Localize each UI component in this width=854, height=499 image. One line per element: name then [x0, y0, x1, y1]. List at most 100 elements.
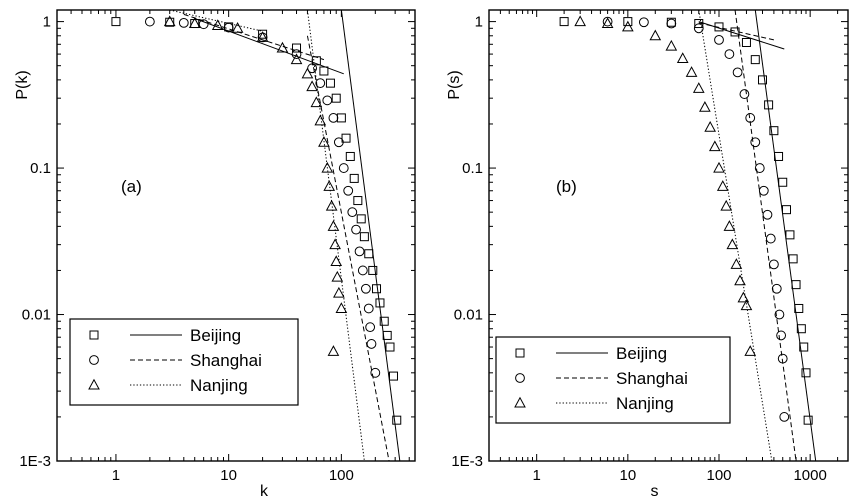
plot-data [111, 10, 402, 461]
y-tick-label: 0.1 [30, 160, 51, 177]
panel-a: 1 10 100 1E-3 0.01 0.1 1 k P(k) (a) Beijing Shangha… [14, 9, 416, 499]
data-point-beijing [368, 265, 378, 275]
data-point-beijing [774, 151, 784, 161]
data-point-shanghai [754, 163, 765, 173]
data-point-shanghai [315, 78, 326, 89]
data-point-nanjing [333, 286, 345, 298]
x-tick-label: 100 [329, 467, 354, 484]
panel-b: 1 10 100 1000 1E-3 0.01 0.1 1 s P(s) (b) Beijing Sha… [446, 9, 849, 499]
data-point-nanjing [649, 29, 662, 41]
data-point-beijing [623, 17, 633, 27]
data-point-shanghai [291, 49, 302, 59]
data-point-shanghai [328, 113, 339, 123]
data-point-beijing [372, 284, 382, 294]
data-point-nanjing [188, 17, 201, 29]
data-point-shanghai [666, 18, 677, 29]
y-tick-label: 1E-3 [19, 453, 51, 470]
data-point-beijing [385, 342, 395, 352]
data-point-nanjing [665, 39, 678, 51]
y-tick-label: 0.01 [454, 307, 483, 324]
legend-label-nanjing: Nanjing [190, 376, 248, 395]
data-point-beijing [379, 316, 389, 326]
y-tick-label: 0.1 [462, 160, 483, 177]
data-point-nanjing [744, 345, 757, 356]
data-point-shanghai [360, 283, 371, 294]
data-point-nanjing [231, 22, 244, 33]
data-point-beijing [382, 330, 392, 340]
x-tick-label: 1 [532, 467, 540, 484]
data-point-shanghai [178, 17, 189, 28]
x-tick-label: 10 [619, 467, 636, 484]
data-point-nanjing [335, 302, 348, 313]
x-tick-label: 10 [220, 467, 237, 484]
y-tick-label: 1 [43, 14, 51, 31]
data-point-nanjing [327, 345, 340, 356]
data-point-nanjing [730, 258, 743, 269]
data-point-nanjing [327, 220, 340, 231]
legend-label-shanghai: Shanghai [190, 351, 262, 370]
fit-line-beijing [340, 10, 401, 461]
data-point-shanghai [762, 209, 773, 220]
data-point-nanjing [314, 114, 327, 126]
data-point-beijing [788, 254, 798, 264]
legend-marker-shanghai [89, 355, 99, 365]
data-point-beijing [353, 196, 363, 206]
data-point-shanghai [724, 49, 735, 59]
data-point-beijing [750, 55, 760, 65]
plot-data [559, 10, 817, 461]
data-point-beijing [364, 249, 374, 259]
data-point-shanghai [745, 113, 756, 123]
data-point-nanjing [692, 82, 705, 93]
data-point-nanjing [276, 41, 289, 53]
data-point-shanghai [333, 137, 344, 148]
data-point-shanghai [768, 259, 779, 270]
data-point-shanghai [774, 309, 785, 320]
legend-label-nanjing: Nanjing [616, 394, 674, 413]
legend-marker-shanghai [515, 373, 525, 383]
data-point-nanjing [163, 15, 176, 27]
y-axis-label: P(k) [14, 70, 31, 99]
data-point-beijing [392, 415, 402, 425]
fit-line-shanghai [306, 35, 390, 461]
data-point-beijing [375, 298, 385, 308]
y-tick-label: 1 [475, 14, 483, 31]
data-point-nanjing [211, 19, 224, 31]
data-point-beijing [741, 37, 751, 47]
data-point-beijing [292, 43, 302, 53]
data-point-shanghai [714, 34, 724, 45]
y-tick-label: 0.01 [22, 307, 51, 324]
data-point-nanjing [676, 52, 689, 63]
data-point-shanghai [776, 330, 787, 341]
data-point-beijing [331, 93, 341, 103]
plot-frame [56, 9, 416, 462]
legend-label-beijing: Beijing [190, 326, 241, 345]
legend-label-shanghai: Shanghai [616, 369, 688, 388]
legend-box [69, 318, 299, 406]
data-point-shanghai [144, 16, 155, 27]
data-point-shanghai [365, 322, 376, 333]
legend-marker-nanjing [88, 378, 100, 390]
data-point-beijing [791, 280, 801, 290]
data-point-shanghai [758, 185, 769, 196]
data-point-beijing [388, 371, 398, 381]
data-point-nanjing [310, 96, 323, 108]
legend-marker-nanjing [514, 396, 526, 408]
data-point-shanghai [351, 224, 361, 235]
data-point-nanjing [331, 270, 344, 282]
fit-line-nanjing [169, 10, 263, 32]
data-point-beijing [345, 151, 355, 161]
fit-line-beijing [194, 18, 344, 75]
data-point-shanghai [343, 185, 354, 196]
data-point-beijing [325, 78, 335, 88]
data-point-beijing [764, 100, 774, 110]
data-point-nanjing [329, 238, 341, 250]
x-axis-label: s [651, 483, 659, 499]
data-point-beijing [799, 342, 809, 352]
x-tick-label: 1000 [793, 467, 826, 484]
data-point-beijing [165, 17, 175, 27]
data-point-shanghai [750, 137, 761, 148]
legend-box [495, 336, 731, 424]
data-point-shanghai [771, 283, 782, 294]
data-point-nanjing [704, 120, 717, 132]
data-point-nanjing [318, 136, 330, 147]
